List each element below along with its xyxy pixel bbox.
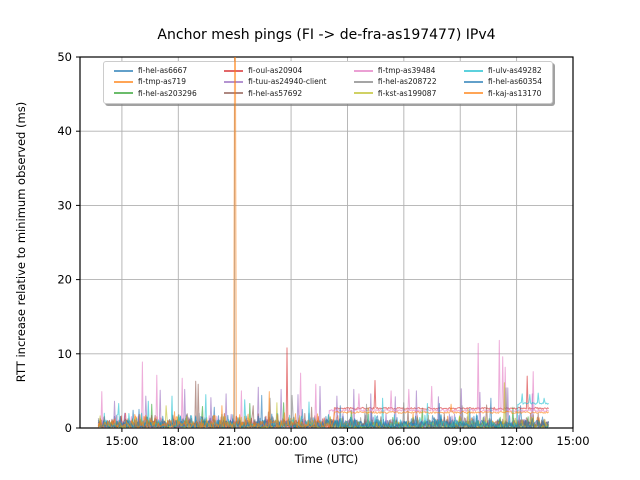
axes-spines — [79, 56, 574, 429]
legend-swatch — [224, 80, 244, 83]
legend-label: fi-ulv-as49282 — [488, 65, 542, 75]
y-axis-label: RTT increase relative to minimum observe… — [14, 101, 28, 383]
legend-item: fi-hel-as208722 — [353, 77, 437, 87]
legend-swatch — [114, 69, 133, 72]
legend-swatch — [464, 69, 484, 72]
y-tick-label: 20 — [57, 273, 72, 287]
legend-item: fi-tuu-as24940-client — [224, 78, 326, 86]
legend-label: fi-hel-as57692 — [248, 88, 303, 98]
y-tick-label: 30 — [57, 198, 72, 212]
legend-item: fi-hel-as203296 — [114, 90, 197, 98]
legend-label: fi-tuu-as24940-client — [248, 77, 327, 87]
legend-swatch — [114, 80, 133, 83]
legend-item: fi-kaj-as13170 — [464, 90, 542, 98]
legend-item: fi-tmp-as39484 — [353, 65, 437, 75]
legend-swatch — [353, 69, 373, 72]
legend-item: fi-hel-as60354 — [464, 78, 542, 86]
y-tick-label: 0 — [65, 421, 72, 435]
legend-item: fi-ulv-as49282 — [464, 67, 542, 75]
legend-label: fi-hel-as203296 — [138, 88, 197, 98]
x-tick-label: 03:00 — [331, 434, 364, 448]
y-tick-label: 10 — [57, 347, 72, 361]
legend-swatch — [224, 92, 244, 95]
series-group — [97, 57, 549, 428]
y-tick-label: 40 — [57, 124, 72, 138]
legend-item: fi-oul-as20904 — [224, 67, 326, 75]
x-tick-label: 00:00 — [274, 434, 307, 448]
legend-label: fi-oul-as20904 — [248, 65, 303, 75]
legend-swatch — [224, 69, 244, 72]
x-tick-label: 09:00 — [444, 434, 477, 448]
x-tick-label: 21:00 — [218, 434, 251, 448]
legend-label: fi-hel-as60354 — [488, 77, 542, 87]
legend-item: fi-kst-as199087 — [353, 88, 437, 98]
x-tick-label: 15:00 — [556, 434, 589, 448]
legend-swatch — [464, 80, 484, 83]
legend-label: fi-hel-as6667 — [138, 65, 188, 75]
legend-item: fi-tmp-as719 — [114, 78, 197, 86]
legend-swatch — [353, 80, 373, 83]
legend-swatch — [353, 92, 373, 95]
legend-label: fi-tmp-as719 — [138, 77, 186, 87]
legend-label: fi-tmp-as39484 — [377, 65, 436, 75]
legend: fi-hel-as6667 fi-tmp-as719 fi-hel-as203296… — [103, 61, 553, 104]
legend-label: fi-hel-as208722 — [377, 77, 437, 87]
x-tick-label: 12:00 — [500, 434, 533, 448]
x-tick-label: 06:00 — [387, 434, 420, 448]
chart-title: Anchor mesh pings (FI -> de-fra-as197477… — [157, 27, 496, 43]
x-tick-label: 15:00 — [105, 434, 138, 448]
legend-label: fi-kst-as199087 — [377, 88, 437, 98]
x-tick-label: 18:00 — [162, 434, 195, 448]
legend-item: fi-hel-as57692 — [224, 90, 326, 98]
legend-item: fi-hel-as6667 — [114, 67, 197, 75]
x-axis-label: Time (UTC) — [294, 452, 359, 466]
legend-swatch — [464, 92, 484, 95]
series-line-fi-kaj-as13170 — [97, 391, 549, 428]
legend-swatch — [114, 92, 133, 95]
y-tick-label: 50 — [57, 50, 72, 64]
legend-label: fi-kaj-as13170 — [488, 88, 542, 98]
series-line-fi-tmp-as719 — [97, 57, 549, 428]
